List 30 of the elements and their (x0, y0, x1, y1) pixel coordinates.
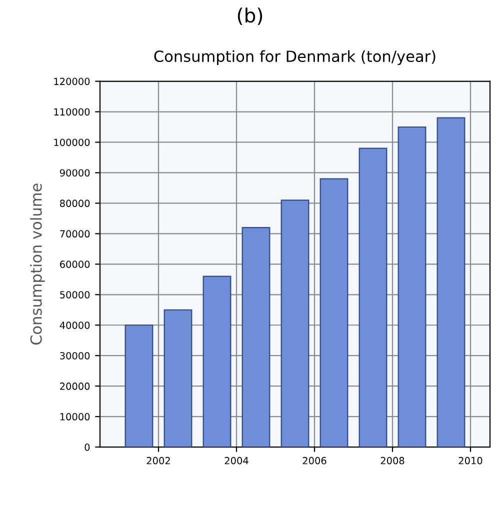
x-tick-label: 2002 (146, 456, 170, 464)
y-tick-label: 110000 (54, 108, 90, 116)
bar (242, 227, 270, 448)
y-tick-label: 60000 (60, 260, 90, 268)
y-tick-label: 90000 (60, 169, 90, 177)
y-tick-label: 100000 (54, 138, 90, 146)
bar (398, 126, 426, 448)
bar (280, 200, 310, 448)
bar (124, 324, 154, 448)
text: (b) (238, 8, 262, 25)
bar (436, 117, 466, 448)
x-tick-label: 2006 (302, 456, 326, 464)
y-tick-label: 80000 (60, 200, 90, 208)
bar (358, 148, 388, 448)
y-tick-label: 10000 (60, 413, 90, 420)
y-tick-label: 50000 (60, 291, 90, 298)
bar (320, 178, 348, 448)
x-tick-label: 2004 (224, 456, 248, 464)
bar (164, 309, 192, 448)
y-tick-label: 120000 (54, 78, 90, 86)
bar (202, 276, 232, 448)
chart-title: Consumption for Denmark (ton/year) (154, 50, 436, 66)
y-tick-label: 30000 (60, 352, 90, 360)
x-tick-label: 2008 (380, 456, 404, 464)
y-tick-label: 20000 (60, 382, 90, 390)
y-tick-label: 70000 (60, 230, 90, 238)
y-axis-title: Consumption volume (30, 184, 45, 345)
y-tick-label: 40000 (60, 322, 90, 329)
x-tick-label: 2010 (458, 456, 482, 464)
y-tick-label: 0 (84, 444, 90, 451)
